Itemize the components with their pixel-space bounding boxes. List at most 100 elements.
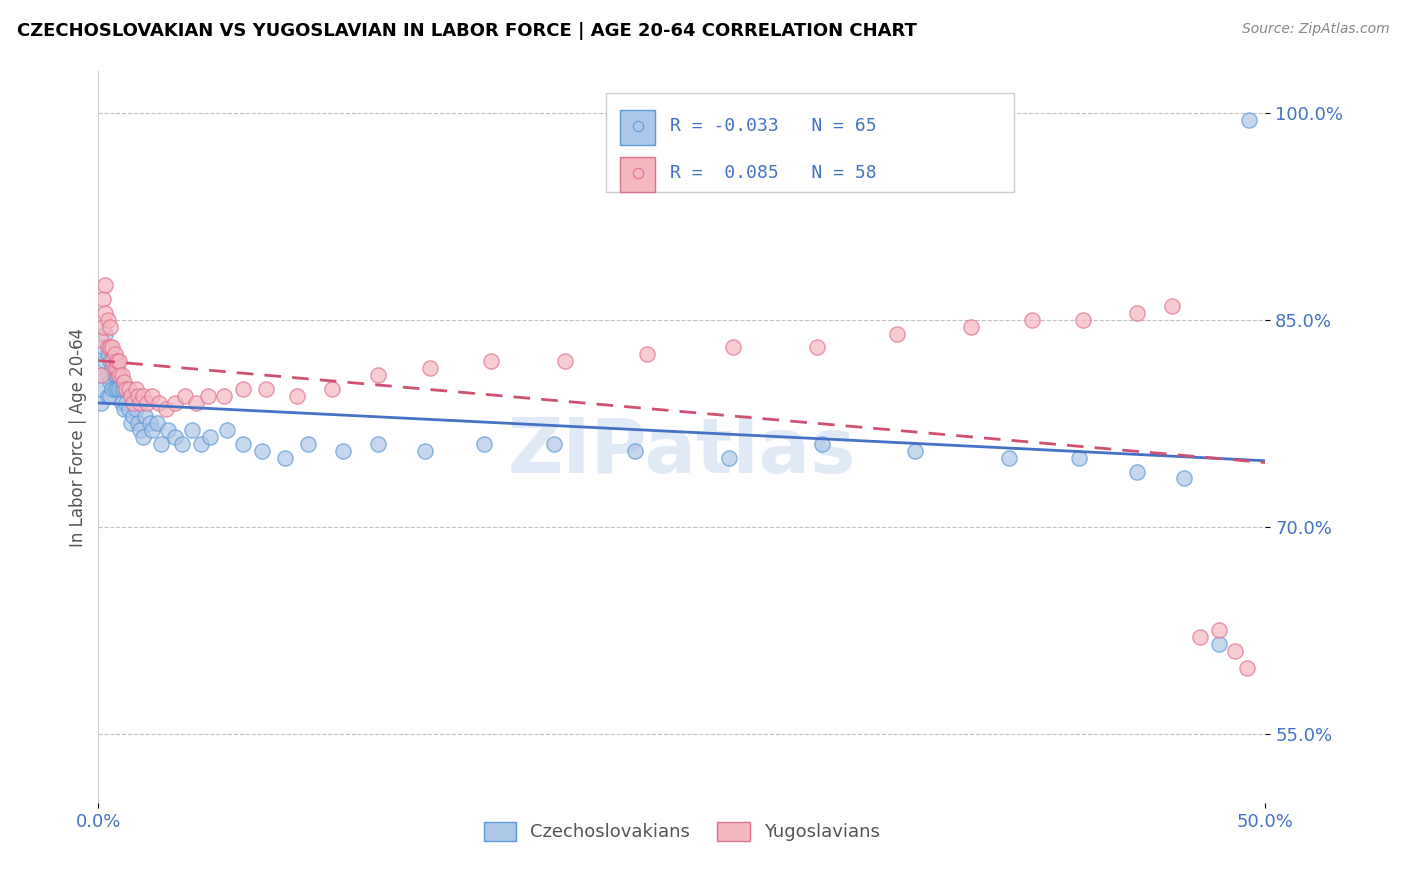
Point [111,395,134,409]
Point [624,443,647,458]
Point [173,389,195,403]
Point [97,312,120,326]
Point [717,450,740,465]
Text: R = -0.033   N = 65: R = -0.033 N = 65 [671,118,877,136]
Point [90,334,112,348]
Point [108,368,131,382]
FancyBboxPatch shape [606,94,1015,192]
Point [112,402,135,417]
Point [200,430,222,444]
Point [297,437,319,451]
Point [94,326,117,341]
Point [1126,465,1149,479]
Point [274,450,297,465]
Point [91,368,114,382]
Point [1073,312,1095,326]
Point [108,382,131,396]
Point [1236,660,1258,674]
Point [112,382,135,396]
Text: Source: ZipAtlas.com: Source: ZipAtlas.com [1241,22,1389,37]
Point [129,395,152,409]
Point [108,354,131,368]
Point [98,319,121,334]
Point [256,382,278,396]
Point [141,423,163,437]
Point [97,368,120,382]
Point [122,395,145,409]
Point [554,354,576,368]
Point [98,340,121,354]
Point [146,417,169,431]
Point [115,382,138,396]
Point [118,402,141,417]
Legend: Czechoslovakians, Yugoslavians: Czechoslovakians, Yugoslavians [477,814,887,848]
Point [165,395,187,409]
Point [127,389,149,403]
Point [98,354,121,368]
Point [125,382,148,396]
Bar [620,157,655,192]
Point [472,437,495,451]
Point [101,340,124,354]
Point [120,389,142,403]
Point [101,382,124,396]
Bar [620,111,655,145]
Point [886,326,908,341]
Point [115,395,138,409]
Point [104,354,127,368]
Point [543,437,565,451]
Point [111,382,134,396]
Point [150,437,173,451]
Point [90,382,112,396]
Point [104,361,127,376]
Point [105,368,128,382]
Point [332,443,354,458]
Point [806,340,828,354]
Point [94,306,117,320]
Point [197,389,219,403]
Text: ZIPatlas: ZIPatlas [508,415,856,489]
Point [134,409,156,424]
Text: R =  0.085   N = 58: R = 0.085 N = 58 [671,164,877,182]
Point [98,389,121,403]
Point [122,409,145,424]
Point [367,368,389,382]
Point [105,382,128,396]
Point [413,443,436,458]
Point [108,368,131,382]
Point [180,423,202,437]
Point [1173,471,1195,485]
Point [101,354,124,368]
Point [97,340,120,354]
Point [125,402,148,417]
Point [1126,306,1149,320]
Point [1237,112,1260,127]
Point [960,319,983,334]
Point [636,347,658,361]
Point [321,382,343,396]
Point [98,375,121,389]
Point [1021,312,1043,326]
Point [148,395,170,409]
Point [112,375,135,389]
Point [1208,624,1230,638]
Point [190,437,212,451]
Point [91,340,114,354]
Point [105,354,128,368]
Point [111,368,134,382]
Point [367,437,389,451]
Point [104,382,127,396]
Point [105,354,128,368]
Point [129,423,152,437]
Point [1223,644,1246,658]
Point [91,319,114,334]
Point [90,368,112,382]
Point [165,430,187,444]
Point [94,278,117,293]
Point [97,389,120,403]
Point [1161,299,1184,313]
Point [105,361,128,376]
Point [250,443,273,458]
Y-axis label: In Labor Force | Age 20-64: In Labor Force | Age 20-64 [69,327,87,547]
Point [1166,210,1188,224]
